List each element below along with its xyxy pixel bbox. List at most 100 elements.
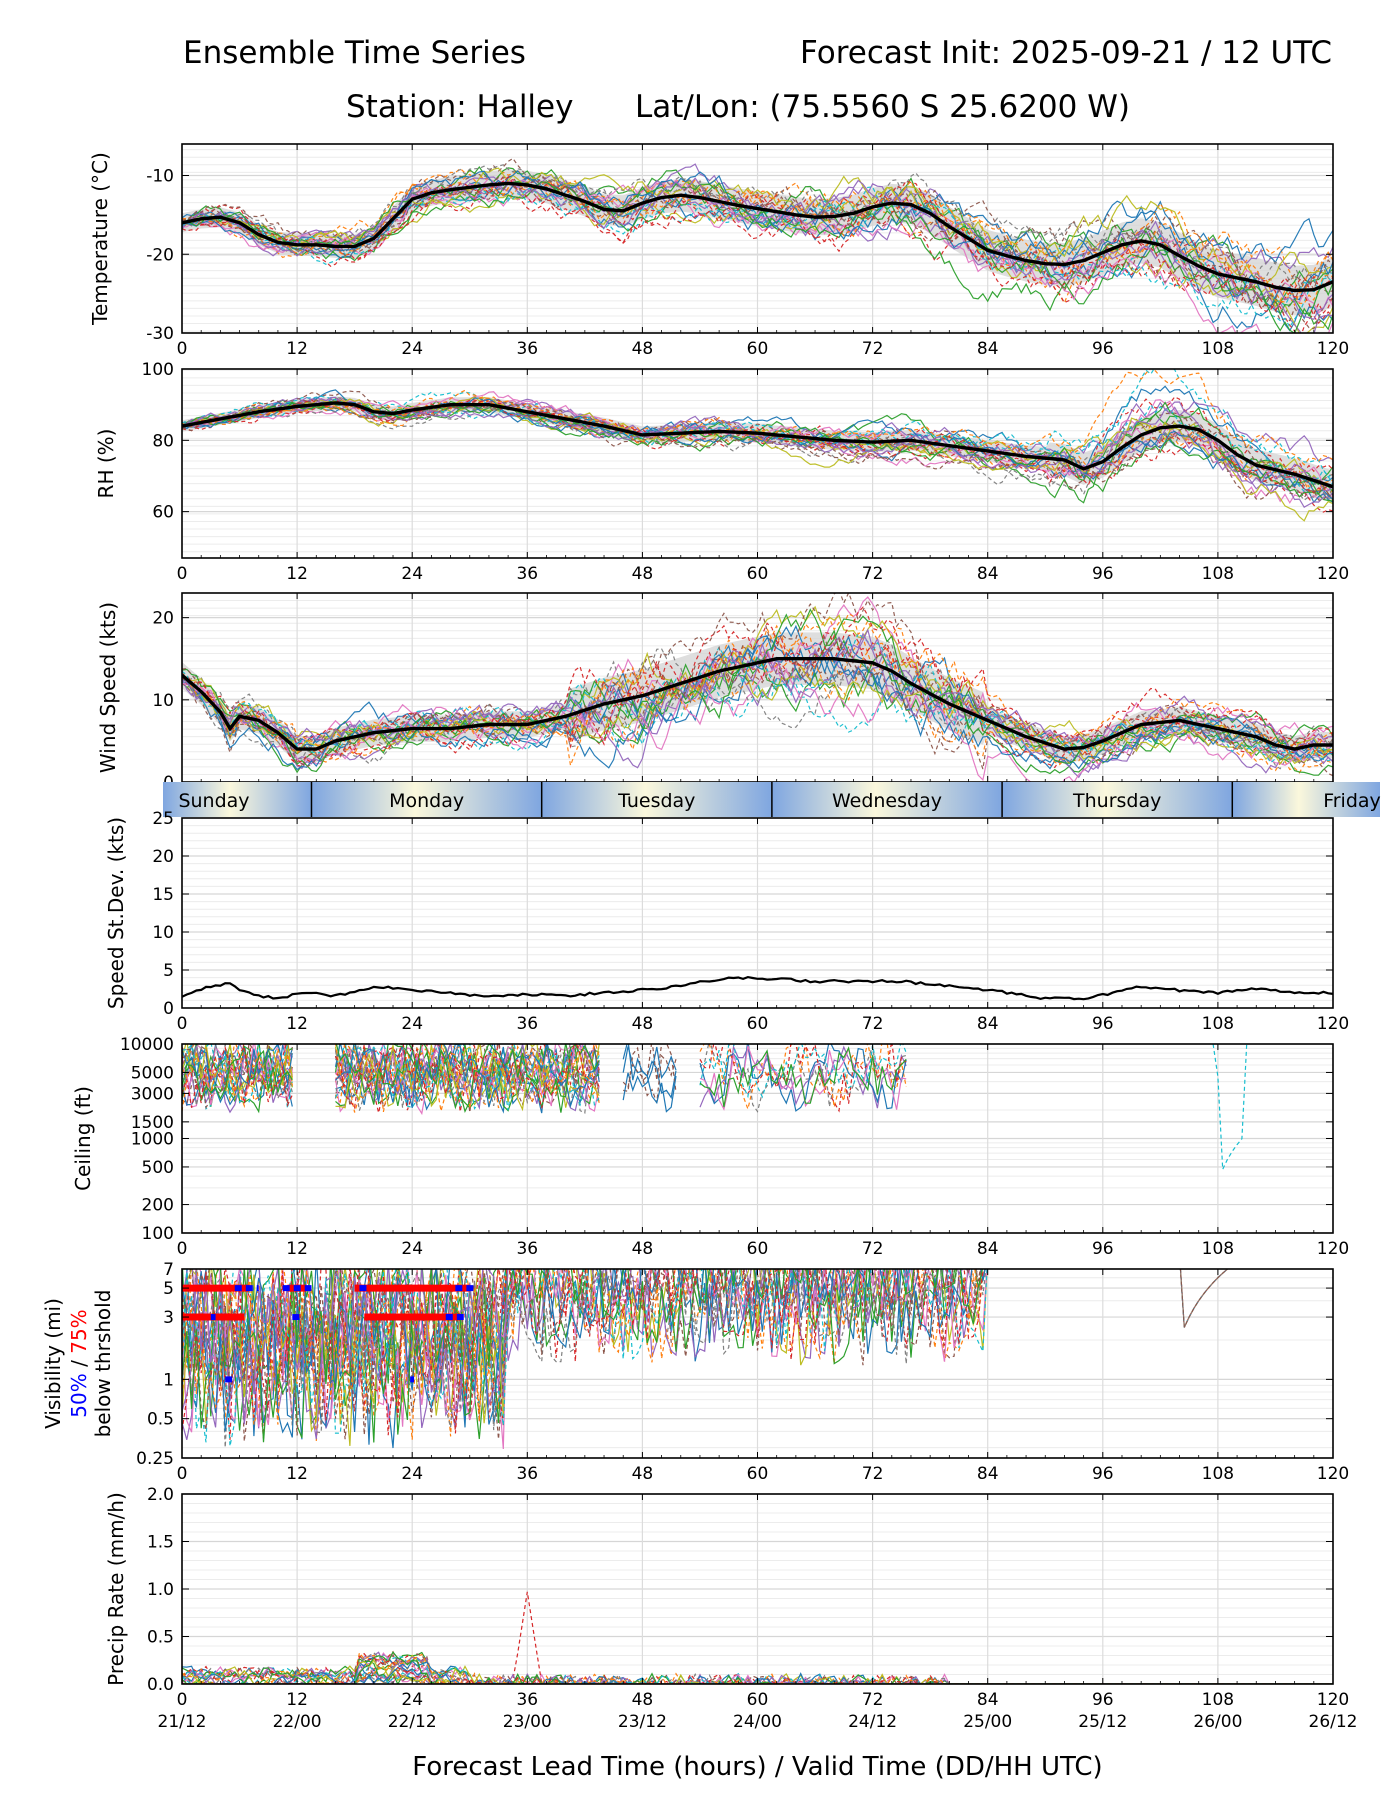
day-label: Tuesday bbox=[617, 790, 695, 812]
member-line bbox=[182, 660, 1333, 760]
y-tick-label: 1.5 bbox=[147, 1533, 174, 1553]
x-tick-label: 12 bbox=[286, 1239, 308, 1259]
panel-rh: 60 80 100 RH (%) 0 12 24 36 48 60 72 84 96 108 120 bbox=[94, 360, 1349, 584]
day-label: Sunday bbox=[178, 790, 249, 812]
y-tick-label: 0 bbox=[163, 999, 174, 1019]
x-tick-label: 72 bbox=[862, 1464, 884, 1484]
x-tick-label: 72 bbox=[862, 564, 884, 584]
member-line bbox=[182, 1654, 1333, 1684]
x-tick-label: 60 bbox=[747, 1690, 769, 1710]
x-tick-label: 108 bbox=[1202, 564, 1234, 584]
stdev-line bbox=[181, 975, 1334, 1001]
y-axis-sublabel2: below thrshold bbox=[91, 1290, 115, 1438]
x-tick-label: 36 bbox=[516, 1014, 538, 1034]
valid-time-label: 26/12 bbox=[1309, 1712, 1358, 1732]
panel-temperature: -30 -20 -10 Temperature (°C) 0 12 24 36 48 60 72 84… bbox=[88, 143, 1349, 359]
x-tick-label: 0 bbox=[177, 1690, 188, 1710]
valid-time-label: 25/12 bbox=[1078, 1712, 1127, 1732]
x-tick-label: 84 bbox=[977, 1464, 999, 1484]
x-tick-label: 108 bbox=[1202, 1239, 1234, 1259]
y-tick-label: 1500 bbox=[131, 1113, 174, 1133]
member-line bbox=[182, 1269, 1229, 1440]
member-line bbox=[182, 1269, 984, 1443]
member-line bbox=[182, 1269, 970, 1429]
x-tick-label: 12 bbox=[286, 1690, 308, 1710]
member-line bbox=[182, 1269, 505, 1440]
y-tick-label: 20 bbox=[152, 847, 174, 867]
member-line bbox=[182, 1044, 907, 1114]
y-tick-label: 5000 bbox=[131, 1063, 174, 1083]
y-tick-label: 3000 bbox=[131, 1084, 174, 1104]
member-line bbox=[182, 1269, 984, 1436]
y-axis-label: RH (%) bbox=[94, 429, 118, 499]
valid-time-label: 22/00 bbox=[273, 1712, 322, 1732]
x-tick-label: 0 bbox=[177, 339, 188, 359]
valid-time-label: 21/12 bbox=[158, 1712, 207, 1732]
member-line bbox=[182, 1591, 1333, 1684]
member-line bbox=[182, 399, 1333, 501]
y-tick-label: 0.5 bbox=[147, 1410, 174, 1430]
x-tick-label: 48 bbox=[632, 1690, 654, 1710]
x-tick-label: 0 bbox=[177, 564, 188, 584]
x-tick-label: 72 bbox=[862, 1014, 884, 1034]
forecast-init-title: Forecast Init: 2025-09-21 / 12 UTC bbox=[800, 35, 1332, 71]
y-tick-label: 3 bbox=[163, 1308, 174, 1328]
day-band: Sunday Monday Tuesday Wednesday Thursday Frid… bbox=[163, 782, 1381, 817]
x-tick-label: 36 bbox=[516, 1239, 538, 1259]
x-tick-label: 24 bbox=[401, 1239, 423, 1259]
x-tick-label: 48 bbox=[632, 1014, 654, 1034]
member-line bbox=[182, 648, 1333, 774]
member-line bbox=[182, 1269, 1229, 1425]
day-segment bbox=[311, 782, 542, 817]
y-tick-label: 2.0 bbox=[147, 1485, 174, 1505]
panel-visibility: 0.25 0.5 1 3 57 Visibility (mi) 50% / 75% below… bbox=[41, 1260, 1349, 1484]
valid-time-label: 25/00 bbox=[963, 1712, 1012, 1732]
y-tick-label: -20 bbox=[146, 245, 174, 265]
day-label: Wednesday bbox=[832, 790, 942, 812]
x-tick-label: 0 bbox=[177, 1464, 188, 1484]
day-label: Friday bbox=[1323, 790, 1381, 812]
y-axis-label: Visibility (mi) bbox=[41, 1298, 65, 1429]
x-tick-label: 84 bbox=[977, 1014, 999, 1034]
x-tick-label: 120 bbox=[1317, 564, 1349, 584]
x-tick-label: 12 bbox=[286, 564, 308, 584]
day-segment bbox=[541, 782, 772, 817]
y-tick-label: 15 bbox=[152, 885, 174, 905]
ensemble-mean-line bbox=[182, 181, 1333, 293]
x-tick-label: 24 bbox=[401, 1014, 423, 1034]
day-label: Thursday bbox=[1072, 790, 1161, 812]
y-tick-label: 1000 bbox=[131, 1130, 174, 1150]
member-line bbox=[182, 1044, 600, 1110]
member-line bbox=[182, 399, 1333, 496]
y-axis-label: Temperature (°C) bbox=[88, 152, 112, 326]
x-tick-label: 108 bbox=[1202, 1464, 1234, 1484]
y-axis-label: Speed St.Dev. (kts) bbox=[104, 817, 128, 1009]
member-line bbox=[182, 400, 1333, 493]
valid-time-label: 22/12 bbox=[388, 1712, 437, 1732]
x-tick-label: 0 bbox=[177, 1014, 188, 1034]
latlon-title: Lat/Lon: (75.5560 S 25.6200 W) bbox=[635, 89, 1130, 125]
member-line bbox=[182, 177, 1333, 310]
member-line bbox=[182, 369, 1333, 466]
x-tick-label: 60 bbox=[747, 1239, 769, 1259]
x-tick-label: 108 bbox=[1202, 1690, 1234, 1710]
member-line bbox=[182, 1269, 970, 1449]
x-tick-label: 84 bbox=[977, 1690, 999, 1710]
y-tick-label: 500 bbox=[142, 1158, 174, 1178]
x-tick-label: 24 bbox=[401, 339, 423, 359]
x-tick-label: 84 bbox=[977, 339, 999, 359]
member-line bbox=[182, 1269, 984, 1441]
x-tick-label: 84 bbox=[977, 564, 999, 584]
y-tick-label: 7 bbox=[163, 1260, 174, 1280]
member-line bbox=[182, 173, 1333, 307]
day-segment bbox=[1232, 782, 1380, 817]
x-tick-label: 96 bbox=[1092, 564, 1114, 584]
y-tick-label: 1 bbox=[163, 1370, 174, 1390]
y-tick-label: 200 bbox=[142, 1196, 174, 1216]
valid-time-label: 24/00 bbox=[733, 1712, 782, 1732]
plot-area bbox=[182, 369, 1333, 522]
x-tick-label: 48 bbox=[632, 1239, 654, 1259]
y-tick-label: 100 bbox=[142, 360, 174, 380]
x-tick-label: 48 bbox=[632, 564, 654, 584]
x-tick-label: 120 bbox=[1317, 339, 1349, 359]
